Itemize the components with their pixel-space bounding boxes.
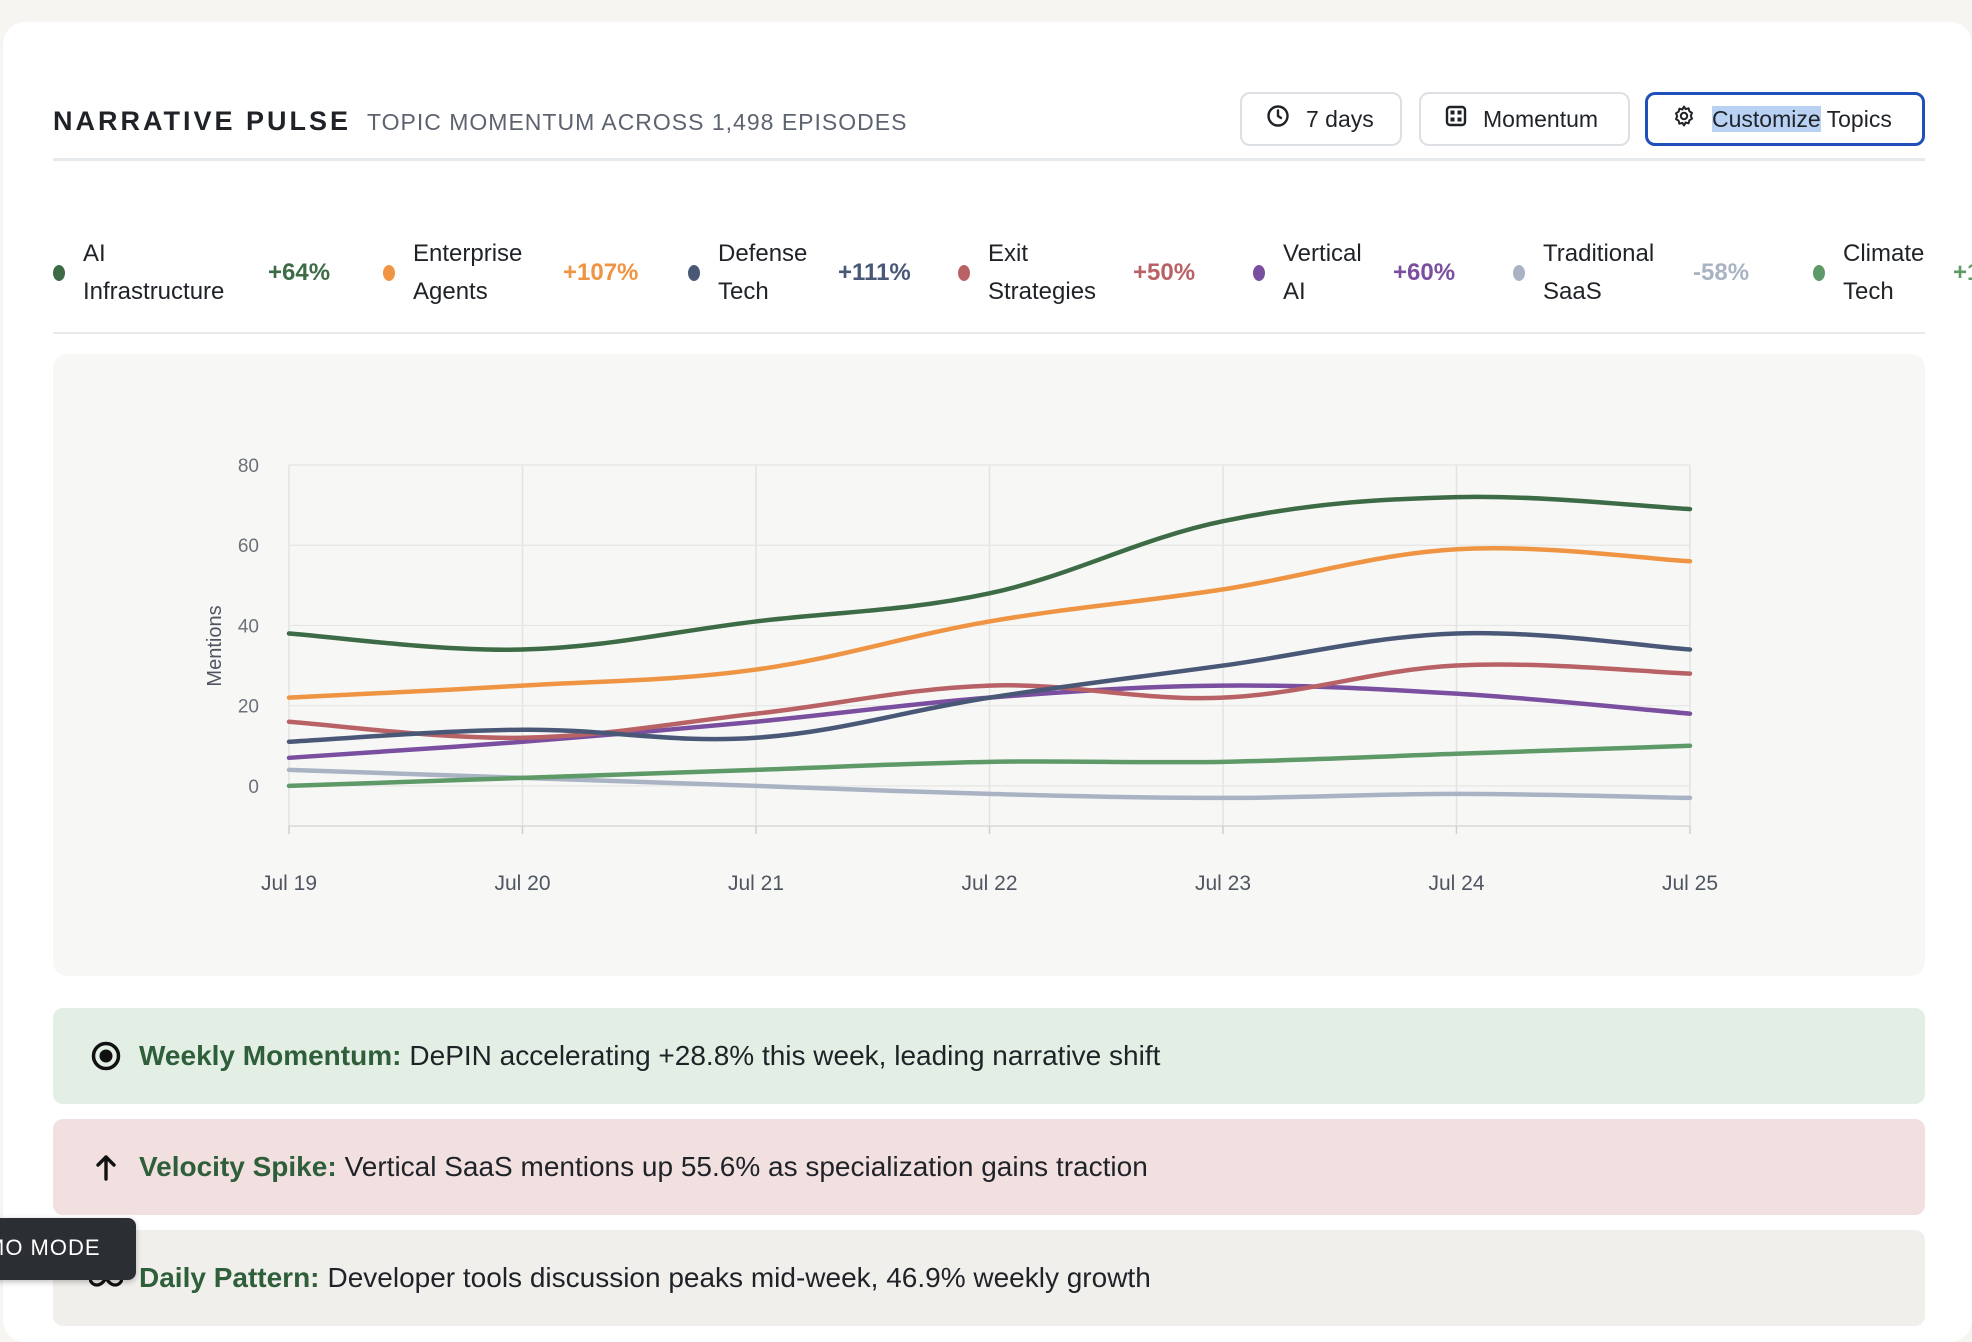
- insight-velocity-spike: Velocity Spike: Vertical SaaS mentions u…: [53, 1119, 1925, 1215]
- legend-color-dot: [1253, 265, 1265, 281]
- gear-icon: [1672, 104, 1696, 134]
- x-tick-label: Jul 23: [1195, 872, 1251, 895]
- clock-icon: [1266, 104, 1290, 134]
- y-tick-label: 80: [238, 456, 259, 477]
- legend-topic-name: Traditional SaaS: [1543, 240, 1655, 305]
- momentum-chart: Jul 19 Jul 20 Jul 21 Jul 22 Jul 23 Jul 24 Jul …: [53, 354, 1925, 976]
- legend-color-dot: [1513, 265, 1525, 281]
- view-mode-label: Momentum: [1483, 105, 1599, 132]
- legend-topic-name: Exit Strategies: [988, 240, 1097, 305]
- legend-change: +107%: [563, 259, 639, 286]
- momentum-line-chart: Jul 19 Jul 20 Jul 21 Jul 22 Jul 23 Jul 24 Jul …: [204, 456, 1718, 895]
- legend-item[interactable]: Vertical AI +60%: [1253, 228, 1455, 318]
- legend-item[interactable]: Defense Tech +111%: [688, 228, 911, 318]
- customize-selected-text: Customize: [1712, 105, 1821, 132]
- legend-item[interactable]: AI Infrastructure +64%: [53, 228, 330, 318]
- legend-color-dot: [53, 265, 65, 281]
- legend-topic-name: Vertical AI: [1283, 240, 1362, 305]
- insight-text: DePIN accelerating +28.8% this week, lea…: [409, 1040, 1161, 1071]
- x-tick-label: Jul 21: [728, 872, 784, 895]
- legend-topic-name: Climate Tech: [1843, 240, 1925, 305]
- header: NARRATIVE PULSE TOPIC MOMENTUM ACROSS 1,…: [53, 92, 1925, 182]
- y-tick-label: 40: [238, 616, 259, 637]
- legend-topic-name: AI Infrastructure: [83, 240, 225, 305]
- insight-text: Vertical SaaS mentions up 55.6% as speci…: [344, 1151, 1148, 1182]
- legend-change: -58%: [1693, 259, 1750, 286]
- series-line-defense-tech: [286, 630, 1693, 745]
- legend-item[interactable]: Traditional SaaS -58%: [1513, 228, 1749, 318]
- customize-rest-text: Topics: [1820, 105, 1892, 132]
- legend-color-dot: [688, 265, 700, 281]
- demo-mode-badge[interactable]: MO MODE: [0, 1218, 136, 1280]
- y-axis-label: Mentions: [204, 605, 226, 686]
- legend-color-dot: [958, 265, 970, 281]
- series-line-enterprise-agents: [286, 545, 1693, 700]
- arrow-up-icon: [85, 1153, 127, 1181]
- legend-divider: [53, 332, 1925, 334]
- legend-item[interactable]: Enterprise Agents +107%: [383, 228, 638, 318]
- page-subtitle: TOPIC MOMENTUM ACROSS 1,498 EPISODES: [367, 109, 908, 135]
- y-tick-label: 0: [248, 777, 259, 798]
- insight-text: Developer tools discussion peaks mid-wee…: [327, 1262, 1151, 1293]
- legend-topic-name: Defense Tech: [718, 240, 808, 305]
- grid-icon: [1445, 105, 1467, 133]
- time-range-label: 7 days: [1306, 105, 1374, 132]
- y-tick-label: 60: [238, 536, 259, 557]
- legend-change: +50%: [1133, 259, 1196, 286]
- narrative-pulse-card: NARRATIVE PULSE TOPIC MOMENTUM ACROSS 1,…: [3, 22, 1972, 1342]
- insight-label: Weekly Momentum:: [139, 1040, 402, 1071]
- insight-label: Velocity Spike:: [139, 1151, 337, 1182]
- page-title: NARRATIVE PULSE: [53, 106, 352, 136]
- legend-change: +64%: [268, 259, 331, 286]
- customize-topics-label: Customize Topics: [1712, 105, 1892, 133]
- time-range-button[interactable]: 7 days: [1240, 92, 1402, 146]
- y-tick-label: 20: [238, 697, 259, 718]
- legend-change: +1: [1953, 259, 1972, 286]
- series-line-exit-strategies: [286, 662, 1693, 741]
- insight-weekly-momentum: Weekly Momentum: DePIN accelerating +28.…: [53, 1008, 1925, 1104]
- target-icon: [85, 1041, 127, 1071]
- insight-label: Daily Pattern:: [139, 1262, 320, 1293]
- legend-color-dot: [1813, 265, 1825, 281]
- legend-item[interactable]: Exit Strategies +50%: [958, 228, 1195, 318]
- legend-color-dot: [383, 265, 395, 281]
- view-mode-button[interactable]: Momentum: [1419, 92, 1630, 146]
- header-divider: [53, 158, 1925, 161]
- series-line-climate-tech: [286, 743, 1693, 789]
- x-tick-label: Jul 22: [961, 872, 1017, 895]
- legend-change: +111%: [838, 259, 911, 286]
- x-tick-label: Jul 20: [494, 872, 550, 895]
- legend-change: +60%: [1393, 259, 1456, 286]
- x-tick-label: Jul 25: [1662, 872, 1718, 895]
- customize-topics-button[interactable]: Customize Topics: [1645, 92, 1925, 146]
- x-tick-label: Jul 19: [261, 872, 317, 895]
- topic-legend: AI Infrastructure +64% Enterprise Agents +107…: [53, 228, 1972, 318]
- legend-topic-name: Enterprise Agents: [413, 240, 523, 305]
- x-tick-label: Jul 24: [1428, 872, 1484, 895]
- insight-daily-pattern: Daily Pattern: Developer tools discussio…: [53, 1230, 1925, 1326]
- demo-mode-label: MO MODE: [0, 1235, 101, 1260]
- series-line-ai-infrastructure: [286, 494, 1693, 652]
